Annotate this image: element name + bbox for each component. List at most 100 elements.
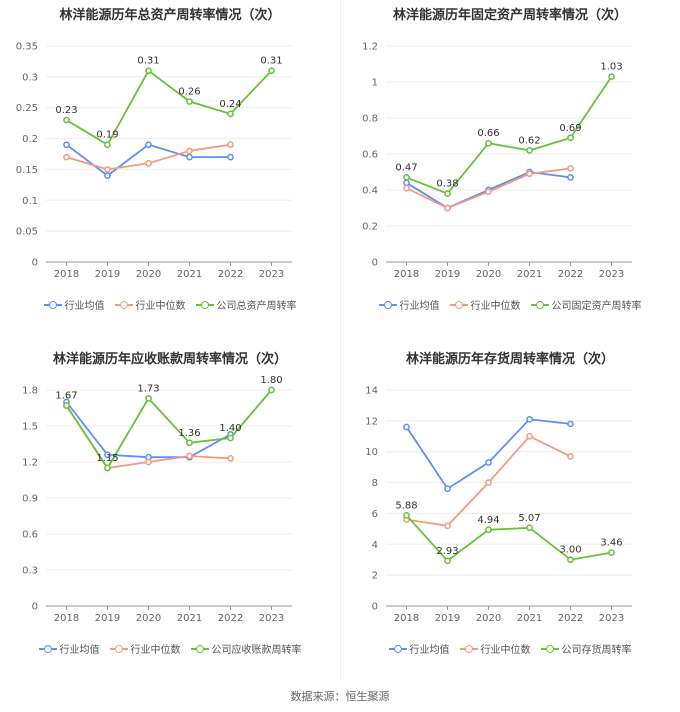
data-label: 0.31 (260, 56, 282, 67)
data-point-company (485, 139, 492, 147)
data-point-median (145, 159, 152, 167)
data-point-company (567, 134, 574, 142)
legend-item-median[interactable]: 行业中位数 (459, 641, 531, 656)
data-point-median (567, 452, 574, 460)
series-line-company (406, 76, 613, 195)
y-tick-label: 0.25 (16, 103, 38, 114)
legend-line-marker-icon (459, 644, 478, 654)
chart-legend: 行业均值 行业中位数 公司总资产周转率 (0, 297, 340, 312)
x-tick-label: 2019 (435, 269, 460, 280)
legend-label: 行业中位数 (135, 301, 186, 312)
y-tick-label: 12 (365, 416, 378, 427)
y-tick-label: 0.6 (362, 150, 378, 161)
data-point-median (485, 188, 492, 196)
y-tick-label: 14 (365, 386, 378, 397)
y-tick-label: 0 (32, 258, 38, 269)
legend-item-company[interactable]: 公司固定资产周转率 (530, 297, 642, 312)
data-point-avg (485, 459, 492, 466)
legend-item-company[interactable]: 公司总资产周转率 (195, 297, 297, 312)
data-point-company (444, 557, 451, 565)
data-point-median (104, 166, 111, 173)
legend-label: 行业中位数 (470, 301, 521, 312)
x-tick-label: 2021 (177, 269, 202, 280)
data-point-company (567, 556, 574, 564)
y-tick-label: 0.2 (362, 222, 378, 233)
chart-panel-receivables-turnover: 林洋能源历年应收账款周转率情况（次） 0 0.3 0.6 0.9 1.2 1.5 1.8 20… (0, 344, 340, 684)
chart-svg: 0 0.2 0.4 0.6 0.8 1 1.2 2018 2019 2020 2021 2022 202… (362, 42, 632, 280)
data-point-company (608, 73, 615, 80)
data-point-avg (227, 153, 234, 161)
chart-title: 林洋能源历年存货周转率情况（次） (405, 352, 614, 367)
data-point-avg (567, 174, 574, 181)
data-point-company (227, 434, 234, 442)
data-label: 1.15 (96, 453, 118, 464)
x-tick-label: 2020 (136, 613, 161, 624)
chart-title: 林洋能源历年应收账款周转率情况（次） (52, 352, 287, 367)
y-tick-label: 1 (372, 78, 378, 89)
data-label: 0.19 (96, 130, 118, 141)
data-point-median (227, 141, 234, 149)
data-point-company (104, 141, 111, 149)
data-point-company (63, 402, 70, 409)
legend-line-marker-icon (378, 300, 397, 310)
legend-item-avg[interactable]: 行业均值 (388, 641, 450, 656)
data-point-median (186, 452, 193, 460)
x-tick-label: 2023 (599, 613, 624, 624)
x-tick-label: 2022 (558, 269, 583, 280)
y-tick-label: 0 (372, 258, 378, 269)
data-point-median (63, 153, 70, 161)
legend-label: 公司总资产周转率 (216, 301, 297, 312)
y-tick-label: 0 (372, 602, 378, 613)
x-tick-label: 2022 (218, 613, 243, 624)
legend-item-median[interactable]: 行业中位数 (109, 641, 181, 656)
legend-item-median[interactable]: 行业中位数 (449, 297, 521, 312)
legend-item-median[interactable]: 行业中位数 (114, 297, 186, 312)
data-point-median (227, 455, 234, 462)
chart-legend: 行业均值 行业中位数 公司存货周转率 (340, 641, 680, 656)
series-line-company (65, 389, 273, 470)
y-tick-label: 0 (32, 602, 38, 613)
data-label: 2.93 (436, 546, 458, 557)
data-label: 1.40 (219, 423, 241, 434)
data-point-company (444, 190, 451, 197)
data-point-median (145, 458, 152, 466)
data-point-company (485, 526, 492, 534)
data-point-avg (145, 141, 152, 149)
y-tick-label: 0.9 (22, 494, 38, 505)
y-tick-label: 1.2 (362, 42, 378, 53)
series-line-avg (405, 418, 571, 490)
series-line-company (405, 514, 612, 563)
data-point-company (268, 67, 275, 75)
x-tick-label: 2019 (435, 613, 460, 624)
data-point-company (608, 549, 615, 556)
legend-label: 公司存货周转率 (561, 645, 632, 656)
data-label: 4.94 (477, 515, 499, 526)
data-label: 0.38 (436, 179, 458, 190)
legend-item-avg[interactable]: 行业均值 (378, 297, 440, 312)
chart-svg: 0 0.05 0.1 0.15 0.2 0.25 0.3 0.35 2018 2019 2020 20… (16, 42, 292, 280)
legend-item-company[interactable]: 公司应收账款周转率 (190, 641, 302, 656)
legend-label: 行业均值 (399, 301, 440, 312)
x-tick-label: 2023 (599, 269, 624, 280)
legend-item-company[interactable]: 公司存货周转率 (540, 641, 632, 656)
data-point-avg (444, 485, 451, 493)
legend-item-avg[interactable]: 行业均值 (38, 641, 100, 656)
legend-item-avg[interactable]: 行业均值 (43, 297, 105, 312)
data-label: 0.26 (178, 87, 200, 98)
legend-label: 行业中位数 (130, 645, 181, 656)
data-point-company (145, 395, 152, 402)
x-tick-label: 2018 (394, 269, 419, 280)
vertical-divider (340, 0, 341, 680)
data-label: 0.23 (55, 105, 77, 116)
legend-line-marker-icon (195, 300, 214, 310)
data-label: 0.62 (518, 135, 540, 146)
data-point-company (186, 98, 193, 105)
x-tick-label: 2018 (394, 613, 419, 624)
data-label: 0.69 (559, 123, 581, 134)
y-tick-label: 0.2 (22, 134, 38, 145)
legend-line-marker-icon (43, 300, 62, 310)
data-point-median (526, 170, 533, 178)
x-tick-label: 2023 (259, 269, 284, 280)
data-point-company (526, 524, 533, 532)
legend-line-marker-icon (38, 644, 57, 654)
